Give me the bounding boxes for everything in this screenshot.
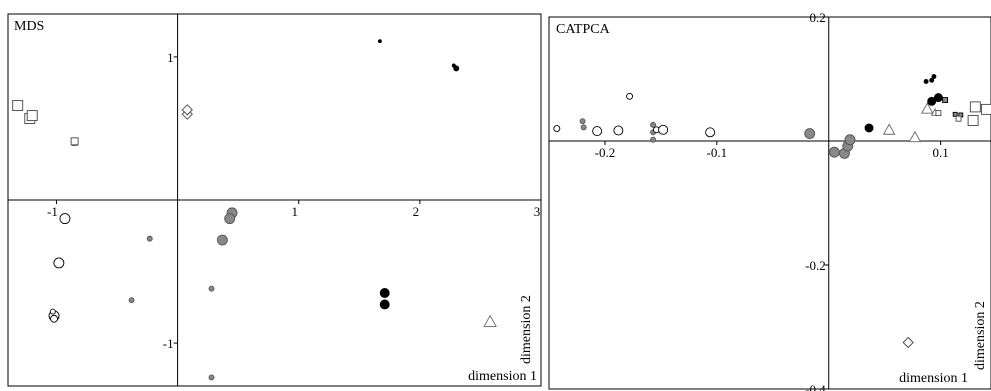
cat-data-point-square: [935, 110, 942, 117]
cat-data-point-square: [981, 103, 991, 115]
cat-data-point-circle: [613, 125, 624, 136]
cat-data-point-square: [969, 101, 981, 113]
mds-points-layer: [12, 39, 497, 381]
mds-x-tick-label: 2: [413, 204, 420, 219]
mds-data-point-square: [70, 137, 79, 146]
cat-data-point-triangle: [908, 130, 922, 143]
catpca-plot-frame: [548, 16, 991, 390]
cat-x-tick-label: 0.1: [933, 145, 949, 160]
catpca-title: CATPCA: [556, 22, 611, 37]
cat-data-point-circle: [864, 123, 874, 133]
cat-data-point-circle: [923, 79, 929, 84]
mds-data-point-triangle: [483, 314, 497, 327]
mds-data-point-circle: [216, 234, 228, 246]
mds-data-point-circle: [146, 235, 153, 242]
mds-data-point-circle: [451, 63, 456, 68]
cat-x-tick-label: -0.1: [707, 145, 728, 160]
cat-y-tick-label: -0.2: [805, 258, 826, 273]
mds-x-tick-label: -1: [47, 204, 58, 219]
mds-data-point-circle: [208, 374, 215, 381]
mds-data-point-square: [12, 100, 24, 112]
cat-data-point-circle: [929, 77, 935, 83]
cat-data-point-square: [967, 115, 979, 126]
cat-data-point-circle: [927, 96, 937, 106]
cat-data-point-circle: [626, 92, 634, 100]
mds-y-tick-label: 1: [167, 50, 174, 65]
mds-data-point-square: [26, 110, 38, 122]
mds-y-tick-label: -1: [163, 336, 174, 351]
cat-data-point-circle: [553, 125, 561, 133]
cat-data-point-triangle: [882, 123, 896, 135]
mds-data-point-circle: [49, 308, 56, 315]
mds-data-point-circle: [53, 257, 65, 269]
cat-data-point-circle: [592, 126, 603, 137]
cat-x-tick-label: -0.2: [595, 145, 616, 160]
mds-data-point-circle: [208, 285, 215, 292]
cat-data-point-square: [955, 115, 962, 122]
cat-data-point-circle: [844, 134, 856, 146]
mds-data-point-circle: [379, 299, 390, 310]
cat-data-point-circle: [580, 124, 587, 131]
mds-data-point-circle: [50, 314, 58, 323]
cat-data-point-circle: [705, 127, 716, 138]
cat-y-tick-label: 0.2: [809, 10, 825, 25]
mds-data-point-diamond: [181, 104, 193, 116]
cat-data-point-square: [942, 97, 949, 104]
mds-data-point-circle: [128, 297, 135, 304]
mds-data-point-circle: [224, 213, 236, 225]
mds-title: MDS: [14, 19, 44, 34]
cat-data-point-circle: [650, 121, 657, 128]
cat-data-point-circle: [804, 128, 816, 140]
catpca-y-axis-title: dimension 2: [973, 301, 988, 370]
cat-data-point-triangle: [920, 102, 934, 114]
catpca-panel: -0.2 -0.1 0.1 0.2 -0.2 -0.4 CATPCA dimension …: [548, 10, 991, 391]
mds-x-axis-title: dimension 1: [468, 369, 537, 384]
cat-data-point-circle: [650, 136, 657, 143]
cat-data-point-circle: [828, 146, 840, 158]
mds-data-point-circle: [377, 39, 382, 44]
catpca-x-axis-title: dimension 1: [899, 371, 968, 386]
cat-data-point-square: [952, 111, 958, 117]
mds-y-axis-title: dimension 2: [519, 295, 534, 364]
mds-data-point-circle: [59, 213, 71, 225]
cat-data-point-circle: [931, 74, 937, 79]
cat-data-point-circle: [658, 124, 669, 135]
mds-x-tick-label: 3: [534, 204, 541, 219]
mds-data-point-circle: [379, 288, 390, 298]
cat-y-tick-label: -0.4: [805, 382, 826, 391]
cat-data-point-diamond: [902, 336, 914, 349]
mds-x-tick-label: 1: [291, 204, 298, 219]
mds-data-point-circle: [453, 65, 460, 72]
catpca-points-layer: [553, 74, 991, 349]
cat-data-point-circle: [579, 118, 586, 125]
mds-panel: -1 1 2 3 1 -1 MDS dimension 1 dimension 2: [7, 13, 542, 387]
cat-data-point-circle: [933, 93, 943, 103]
